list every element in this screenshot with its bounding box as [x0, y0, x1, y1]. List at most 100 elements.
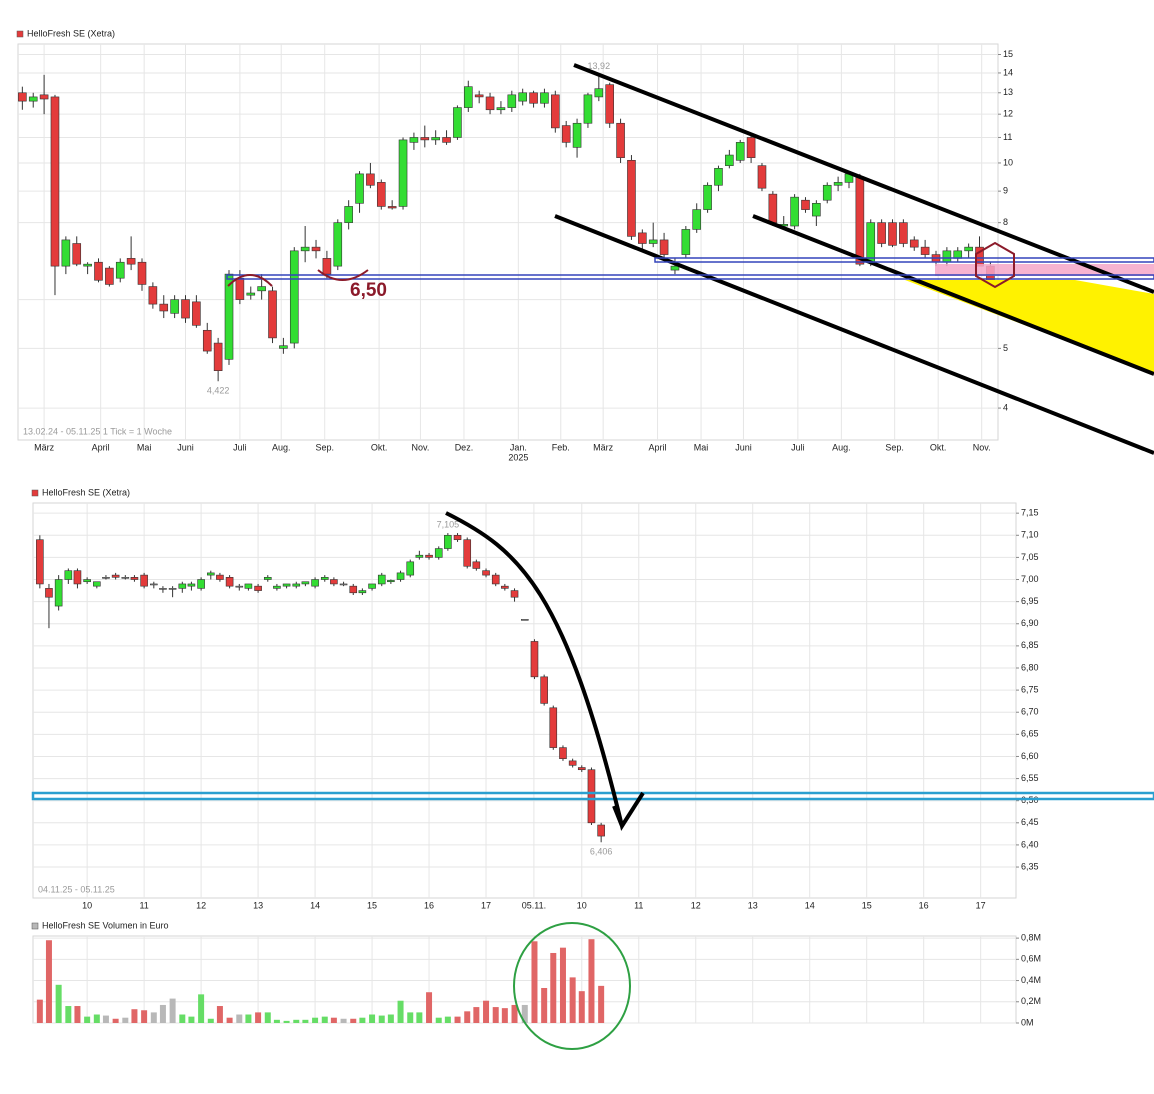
volume-bar	[588, 939, 595, 1023]
candle-body	[670, 265, 680, 271]
candle-body	[311, 579, 319, 587]
x-tick-label: März	[593, 442, 613, 452]
candle-body	[263, 577, 272, 580]
x-tick-label: 15	[367, 900, 377, 910]
candle-body	[866, 222, 876, 263]
x-tick-label: 10	[82, 900, 92, 910]
candle-body	[638, 232, 647, 244]
candle-body	[472, 561, 481, 569]
channel-line	[554, 214, 1154, 455]
y-tick-label: 6,55	[1021, 773, 1039, 783]
candle-body	[899, 222, 908, 244]
candle-body	[376, 182, 386, 207]
volume-bar	[501, 1008, 508, 1023]
volume-bar	[84, 1016, 91, 1023]
candle-body	[387, 580, 395, 583]
candle-body	[434, 548, 443, 558]
candle-body	[159, 303, 169, 312]
x-year-label: 2025	[508, 452, 528, 462]
candle-body	[121, 577, 130, 579]
candle-body	[627, 159, 636, 237]
candle-body	[344, 206, 353, 223]
volume-bar	[36, 999, 43, 1023]
candle-body	[45, 588, 53, 598]
x-tick-label: 11	[634, 900, 643, 910]
x-tick-label: 16	[424, 900, 434, 910]
support-band	[226, 274, 1154, 280]
volume-bar	[179, 1014, 186, 1023]
annotation: 6,406	[590, 847, 613, 857]
candle-body	[442, 137, 451, 143]
volume-bar	[226, 1017, 233, 1023]
legend-label: HelloFresh SE (Xetra)	[27, 28, 115, 38]
candle-body	[659, 239, 669, 255]
candle-body	[681, 229, 691, 255]
candle-body	[568, 760, 577, 766]
legend-swatch	[31, 922, 39, 930]
candle-body	[115, 261, 125, 279]
candle-body	[36, 539, 44, 585]
volume-bar	[397, 1000, 404, 1023]
volume-bar	[454, 1016, 461, 1023]
candle-body	[83, 579, 91, 583]
channel-line	[752, 214, 1154, 376]
candle-body	[202, 329, 212, 352]
volume-bar	[559, 947, 566, 1023]
x-tick-label: Aug.	[272, 442, 291, 452]
candle-body	[648, 239, 658, 244]
volume-bar	[369, 1014, 376, 1023]
candle-body	[339, 583, 348, 586]
x-tick-label: 12	[691, 900, 701, 910]
volume-bar	[387, 1014, 394, 1023]
candle-body	[111, 574, 120, 578]
candle-body	[192, 301, 201, 326]
candle-body	[822, 184, 832, 201]
candle-body	[28, 96, 38, 102]
y-tick-label: 4	[1003, 402, 1008, 412]
x-tick-label: März	[34, 442, 54, 452]
candle-body	[130, 577, 139, 580]
candle-body	[126, 258, 136, 265]
candle-body	[605, 84, 614, 124]
volume-bar	[273, 1019, 280, 1023]
volume-bar	[102, 1015, 109, 1023]
candle-body	[616, 122, 625, 158]
volume-bar	[435, 1017, 442, 1023]
candle-body	[268, 290, 277, 339]
volume-bar	[492, 1007, 499, 1023]
hexagon	[975, 241, 1015, 289]
candle-body	[812, 203, 821, 217]
x-tick-label: April	[92, 442, 110, 452]
legend-label: HelloFresh SE Volumen in Euro	[42, 920, 169, 930]
candle-body	[920, 246, 930, 255]
volume-bar	[150, 1012, 157, 1023]
candle-body	[746, 137, 756, 158]
candle-body	[551, 94, 560, 129]
y-tick-label: 5	[1003, 343, 1008, 353]
candle-body	[18, 92, 27, 102]
candle-body	[178, 583, 187, 589]
candle-body	[54, 579, 63, 607]
candle-body	[501, 585, 509, 589]
x-tick-label: Jan.	[510, 442, 527, 452]
volume-bar	[45, 940, 52, 1023]
x-tick-label: April	[649, 442, 667, 452]
candle-body	[888, 222, 897, 246]
y-tick-label: 6,60	[1021, 751, 1039, 761]
volume-bar	[330, 1017, 337, 1023]
candle-body	[692, 209, 702, 230]
trend-arrow	[445, 511, 645, 832]
candle-body	[246, 292, 256, 296]
candle-body	[140, 574, 148, 587]
x-tick-label: Juli	[233, 442, 247, 452]
candle-body	[572, 122, 582, 148]
volume-bar	[93, 1014, 100, 1023]
x-tick-label: Okt.	[371, 442, 388, 452]
x-tick-label: 17	[976, 900, 986, 910]
volume-bar	[378, 1015, 385, 1023]
x-tick-label: Nov.	[412, 442, 430, 452]
candle-body	[206, 572, 215, 576]
y-tick-label: 8	[1003, 217, 1008, 227]
y-tick-label: 6,80	[1021, 662, 1039, 672]
candle-body	[431, 137, 440, 141]
